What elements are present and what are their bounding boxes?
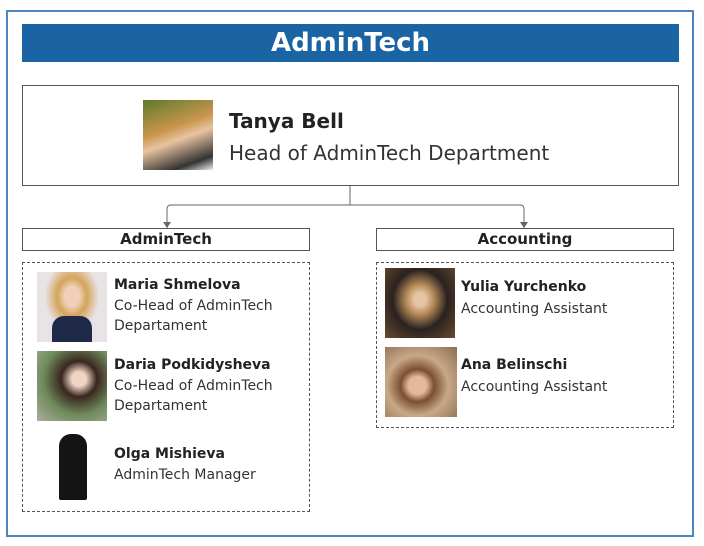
- chart-title: AdminTech: [22, 24, 679, 62]
- member-photo: [385, 347, 457, 417]
- member-photo: [37, 430, 107, 500]
- head-node: [22, 85, 679, 186]
- dept-accounting-members: [376, 262, 674, 428]
- member-photo: [385, 268, 455, 338]
- member-role: Co-Head of AdminTech Departament: [114, 378, 273, 414]
- dept-admintech-members: [22, 262, 310, 512]
- dept-accounting-header: Accounting: [376, 228, 674, 251]
- member-photo: [37, 272, 107, 342]
- head-photo: [143, 100, 213, 170]
- head-role: Head of AdminTech Department: [229, 141, 550, 165]
- member-name: Yulia Yurchenko: [461, 279, 587, 295]
- member-role: AdminTech Manager: [114, 467, 256, 483]
- member-role: Accounting Assistant: [461, 379, 608, 395]
- outer-frame: [6, 10, 694, 537]
- member-photo: [37, 351, 107, 421]
- dept-admintech-header: AdminTech: [22, 228, 310, 251]
- arrow-icon: [163, 222, 171, 228]
- arrow-icon: [520, 222, 528, 228]
- member-name: Ana Belinschi: [461, 357, 568, 373]
- member-name: Daria Podkidysheva: [114, 357, 271, 373]
- connector-line: [166, 186, 525, 228]
- member-role: Co-Head of AdminTech Departament: [114, 298, 273, 334]
- member-role: Accounting Assistant: [461, 301, 608, 317]
- head-name: Tanya Bell: [229, 109, 344, 133]
- member-name: Olga Mishieva: [114, 446, 225, 462]
- member-name: Maria Shmelova: [114, 277, 241, 293]
